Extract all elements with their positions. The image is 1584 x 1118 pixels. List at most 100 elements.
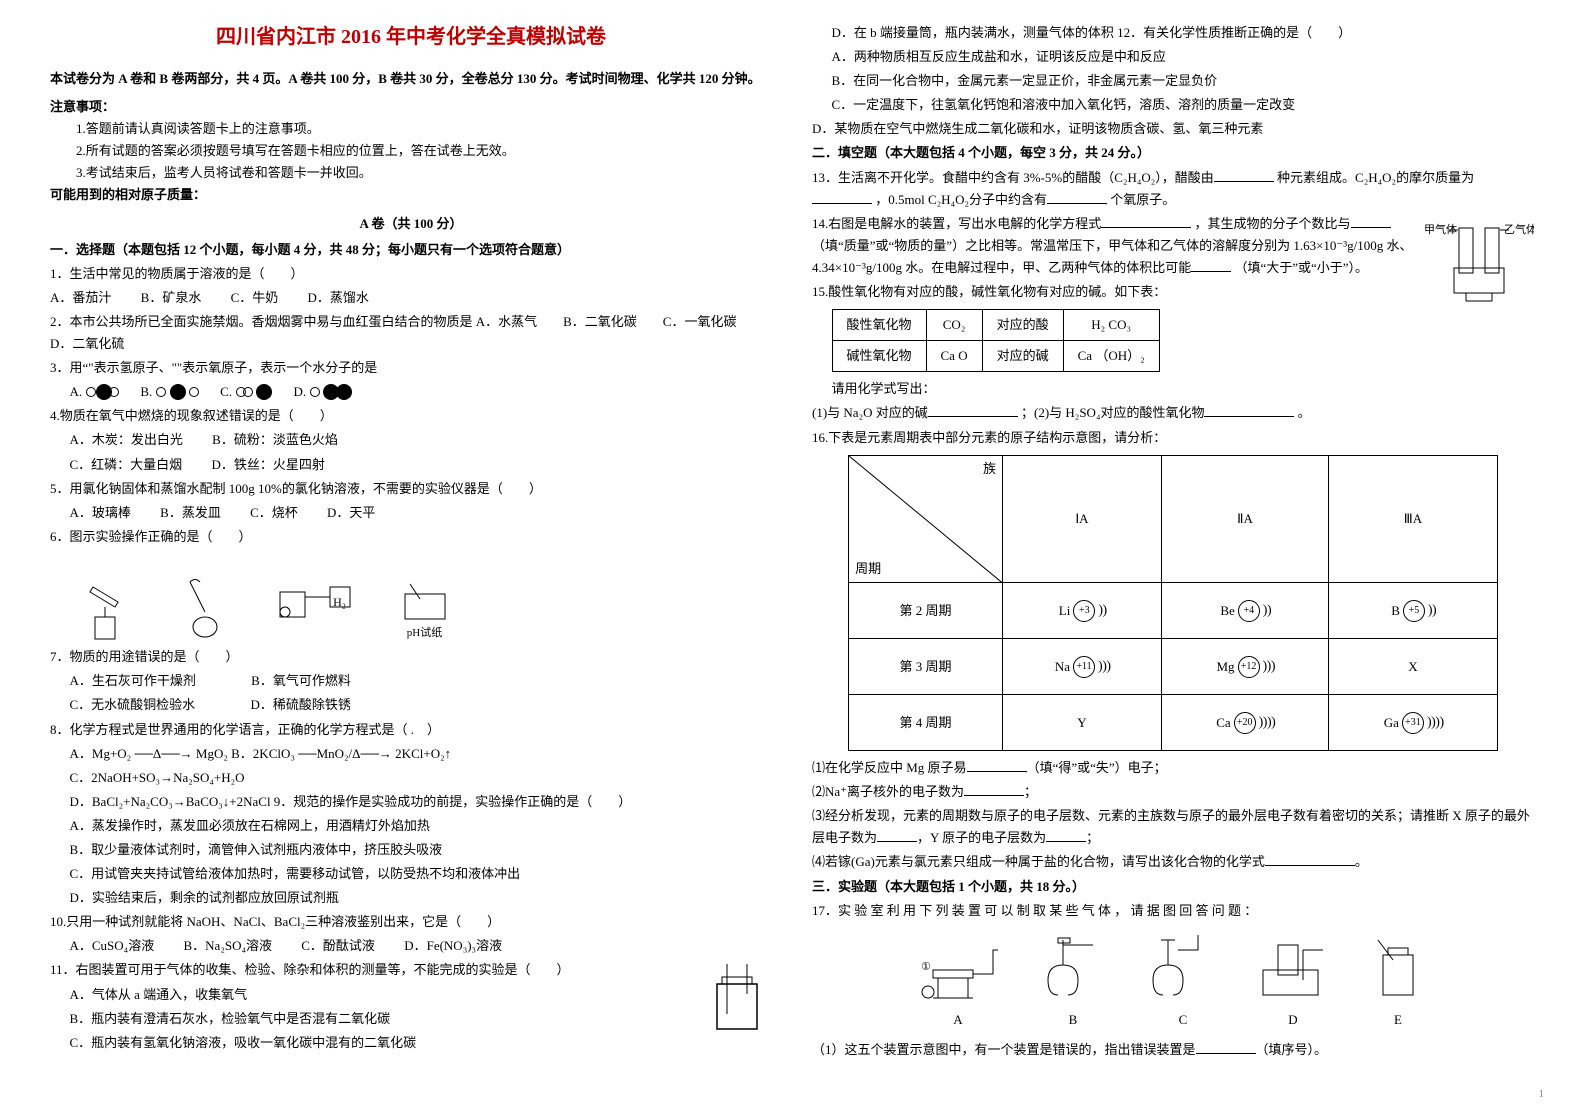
q13-blank-1[interactable]: [1214, 169, 1274, 182]
q17-p2-text: （填序号）。: [1256, 1042, 1328, 1057]
q16-blank-2[interactable]: [964, 783, 1024, 796]
exam-intro: 本试卷分为 A 卷和 B 卷两部分，共 4 页。A 卷共 100 分，B 卷共 …: [50, 68, 772, 90]
ca-nucleus: +20: [1234, 712, 1256, 734]
q13-a: 13．生活离不开化学。食醋中约含有 3%-5%的醋酸（C₂H₄O₂），醋酸由: [812, 170, 1214, 185]
row-3: 第 3 周期: [849, 639, 1003, 695]
q4-c: C．红磷：大量白烟: [70, 457, 183, 472]
q15-blank-2[interactable]: [1204, 404, 1294, 417]
gas-bottle-icon: [702, 959, 772, 1039]
q10-options: A．CuSO₄溶液 B．Na₂SO₄溶液 C．酚酞试液 D．Fe(NO₃)₃溶液: [70, 935, 773, 957]
row-2: 第 2 周期: [849, 583, 1003, 639]
q3-stem: 3．用“"表示氢原子、""表示氧原子，表示一个水分子的是: [50, 357, 772, 379]
q16-blank-1[interactable]: [967, 759, 1027, 772]
q16-s6-text: ，Y 原子的电子层数为: [917, 830, 1046, 845]
q8-c: C．2NaOH+SO₃→Na₂SO₄+H₂O: [70, 767, 773, 789]
apparatus-c-icon: [1143, 930, 1223, 1005]
li-nucleus: +3: [1073, 600, 1095, 622]
q13-blank-2[interactable]: [812, 191, 872, 204]
col-1a: ⅠA: [1002, 455, 1161, 582]
q8-a: A．Mg+O₂ ──Δ──→ MgO₂ B．2KClO₃ ──MnO₂/Δ──→…: [70, 743, 773, 765]
lab-e: E: [1363, 930, 1433, 1031]
cell-ga: Ga+31) ) ) ): [1329, 695, 1498, 751]
q7-c: C．无水硫酸铜检验水: [70, 697, 196, 712]
q7-row1: A．生石灰可作干燥剂 B．氧气可作燃料: [70, 670, 773, 692]
part-a-heading: A 卷（共 100 分）: [50, 213, 772, 235]
ca-label: Ca: [1216, 712, 1230, 734]
periodic-table: 族 周期 ⅠA ⅡA ⅢA 第 2 周期 Li+3) ) Be+4) ) B+5…: [848, 455, 1498, 751]
q3-c: C.: [220, 381, 272, 403]
q15-r1c2: CO₂: [926, 310, 982, 341]
apparatus-a-icon: ①: [913, 930, 1003, 1005]
mg-nucleus: +12: [1238, 656, 1260, 678]
q14-blank-1[interactable]: [1101, 215, 1191, 228]
q12-d: D．某物质在空气中燃烧生成二氧化碳和水，证明该物质含碳、氢、氧三种元素: [812, 118, 1534, 140]
table-row: 第 3 周期 Na+11) ) ) Mg+12) ) ) X: [849, 639, 1498, 695]
q16-s1-text: ⑴在化学反应中 Mg 原子易: [812, 760, 967, 775]
notice-1: 1.答题前请认真阅读答题卡上的注意事项。: [76, 118, 772, 140]
q15-blank-1[interactable]: [928, 404, 1018, 417]
q16-blank-4[interactable]: [1046, 829, 1086, 842]
lab-e-label: E: [1394, 1009, 1402, 1031]
svg-text:①: ①: [921, 961, 931, 973]
q8-d: D．BaCl₂+Na₂CO₃→BaCO₃↓+2NaCl 9．规范的操作是实验成功…: [70, 791, 773, 813]
mg-label: Mg: [1216, 656, 1234, 678]
q16-blank-3[interactable]: [877, 829, 917, 842]
section-1-heading: 一．选择题（本题包括 12 个小题，每小题 4 分，共 48 分；每小题只有一个…: [50, 239, 772, 261]
q16-s3: ⑵Na⁺离子核外的电子数为；: [812, 781, 1534, 803]
right-column: D．在 b 端接量筒，瓶内装满水，测量气体的体积 12．有关化学性质推断正确的是…: [792, 20, 1554, 1098]
col-3a: ⅢA: [1329, 455, 1498, 582]
q5-c: C．烧杯: [250, 505, 298, 520]
lab-a: ① A: [913, 930, 1003, 1031]
q6-ph-label: pH试纸: [407, 624, 442, 643]
q15-r1c1: 酸性氧化物: [832, 310, 926, 341]
lab-b: B: [1033, 930, 1113, 1031]
q8-f: B．取少量液体试剂时，滴管伸入试剂瓶内液体中，挤压胶头吸液: [70, 839, 773, 861]
q13-d: 个氧原子。: [1110, 192, 1175, 207]
b-nucleus: +5: [1403, 600, 1425, 622]
q14-right-label: 乙气体: [1504, 222, 1534, 236]
q14-blank-3[interactable]: [1191, 259, 1231, 272]
q15-r2c4: Ca （OH）₂: [1063, 341, 1159, 372]
q17-p1-text: （1）这五个装置示意图中，有一个装置是错误的，指出错误装置是: [812, 1042, 1196, 1057]
q12-a: A．两种物质相互反应生成盐和水，证明该反应是中和反应: [832, 46, 1535, 68]
q10-a: A．CuSO₄溶液: [70, 938, 155, 953]
q3-c-label: C.: [220, 381, 232, 403]
page-number: 1: [1539, 1085, 1545, 1104]
shell-icon: ) ): [1428, 599, 1435, 623]
q5-b: B．蒸发皿: [160, 505, 221, 520]
q13: 13．生活离不开化学。食醋中约含有 3%-5%的醋酸（C₂H₄O₂），醋酸由 种…: [812, 167, 1534, 211]
q5-stem: 5．用氯化钠固体和蒸馏水配制 100g 10%的氯化钠溶液，不需要的实验仪器是（…: [50, 478, 772, 500]
q1-options: A．番茄汁 B．矿泉水 C．牛奶 D．蒸馏水: [50, 287, 772, 309]
q8-e: A．蒸发操作时，蒸发皿必须放在石棉网上，用酒精灯外焰加热: [70, 815, 773, 837]
table-row: 碱性氧化物 Ca O 对应的碱 Ca （OH）₂: [832, 341, 1159, 372]
q13-c: ，0.5mol C₂H₄O₂分子中约含有: [875, 192, 1047, 207]
ga-label: Ga: [1384, 712, 1399, 734]
q16-blank-5[interactable]: [1265, 853, 1355, 866]
q4-a: A．木炭：发出白光: [70, 432, 183, 447]
lab-b-label: B: [1069, 1009, 1078, 1031]
q7-b: B．氧气可作燃料: [251, 673, 351, 688]
lab-c-label: C: [1179, 1009, 1188, 1031]
table-row: 族 周期 ⅠA ⅡA ⅢA: [849, 455, 1498, 582]
q17-diagrams: ① A B C D E: [812, 930, 1534, 1031]
q14-blank-2[interactable]: [1351, 215, 1391, 228]
shell-icon: ) ) ): [1263, 655, 1274, 679]
cell-mg: Mg+12) ) ): [1161, 639, 1328, 695]
notice-3: 3.考试结束后，监考人员将试卷和答题卡一并收回。: [76, 162, 772, 184]
q15-r2c3: 对应的碱: [982, 341, 1063, 372]
bottle-pour-icon: [70, 572, 140, 642]
q8-stem: 8．化学方程式是世界通用的化学语言，正确的化学方程式是（ . ）: [50, 719, 772, 741]
table-row: 第 4 周期 Y Ca+20) ) ) ) Ga+31) ) ) ): [849, 695, 1498, 751]
q14-left-label: 甲气体: [1424, 222, 1457, 236]
q6-diag-c: H₂: [270, 552, 360, 642]
col-2a: ⅡA: [1161, 455, 1328, 582]
lab-d: D: [1253, 930, 1333, 1031]
q15-p1: (1)与 Na₂O 对应的碱: [812, 405, 928, 420]
q12-b: B．在同一化合物中，金属元素一定显正价，非金属元素一定显负价: [832, 70, 1535, 92]
q16-s3-text: ⑵Na⁺离子核外的电子数为: [812, 784, 964, 799]
cell-ca: Ca+20) ) ) ): [1161, 695, 1328, 751]
q17-blank-1[interactable]: [1196, 1041, 1256, 1054]
q13-blank-3[interactable]: [1047, 191, 1107, 204]
q10-stem: 10.只用一种试剂就能将 NaOH、NaCl、BaCl₂三种溶液鉴别出来，它是（…: [50, 911, 772, 933]
q6-h2-label: H₂: [333, 592, 346, 612]
